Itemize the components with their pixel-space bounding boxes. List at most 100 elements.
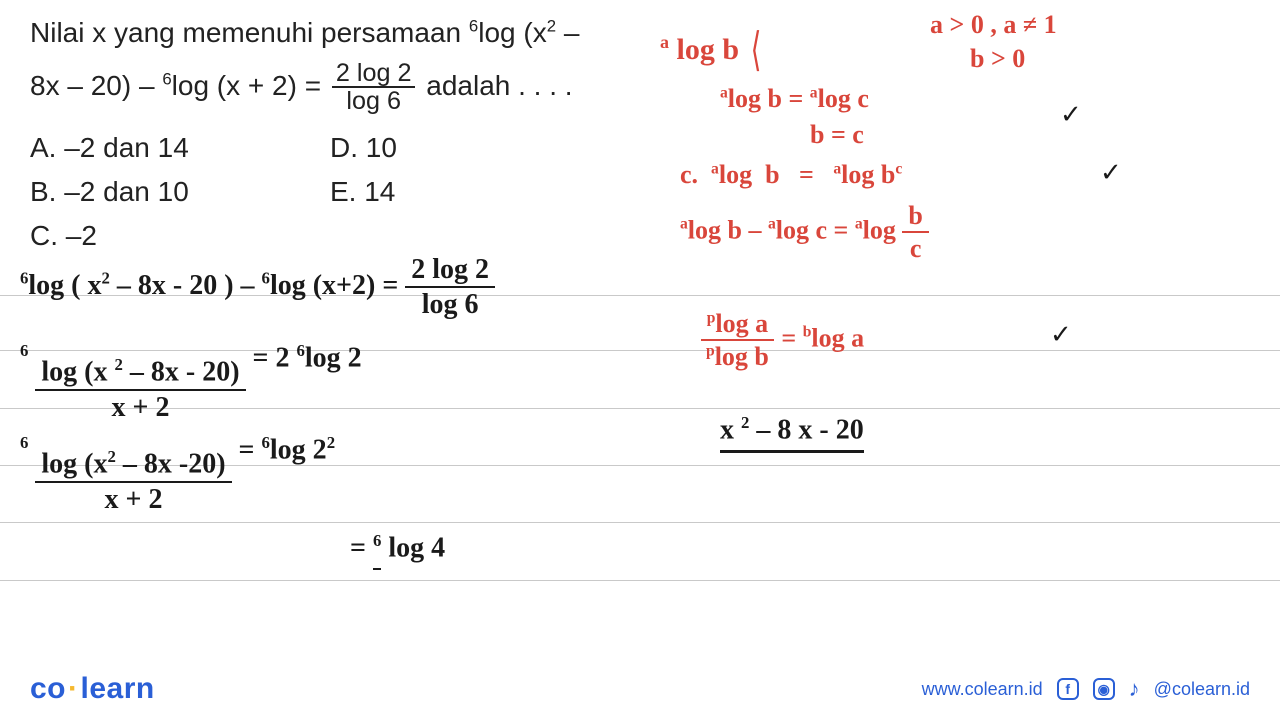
checkmark-icon: ✓ xyxy=(1050,320,1072,350)
question-line-2: 8x – 20) – 6log (x + 2) = 2 log 2 log 6 … xyxy=(30,60,670,115)
superscript-6: 6 xyxy=(297,341,305,360)
colearn-logo: co·learn xyxy=(30,672,155,706)
red-text: log c xyxy=(818,84,869,113)
question-text: adalah . . . . xyxy=(426,70,572,101)
superscript-2: 2 xyxy=(108,447,116,466)
fraction: 2 log 2 log 6 xyxy=(405,255,495,320)
checkmark-icon: ✓ xyxy=(1100,158,1122,188)
footer: co·learn www.colearn.id f ◉ ♪ @colearn.i… xyxy=(0,672,1280,706)
black-text: log 2 xyxy=(305,342,362,373)
fraction-numerator: plog a xyxy=(701,310,774,341)
superscript-a: a xyxy=(720,84,728,101)
tiktok-icon: ♪ xyxy=(1129,676,1140,702)
black-text: – 8x - 20 ) – xyxy=(110,270,262,301)
option-c: C. –2 xyxy=(30,214,97,257)
superscript-c: c xyxy=(895,160,902,177)
handwriting-black: 6log ( x2 – 8x - 20 ) – 6log (x+2) = 2 l… xyxy=(20,255,495,320)
fraction-numerator: log (x 2 – 8x - 20) xyxy=(35,356,245,391)
red-text: = xyxy=(781,323,802,352)
handwriting-black: x 2 – 8 x - 20 xyxy=(720,412,864,453)
angle-bracket-icon: ⟨ xyxy=(750,20,761,80)
question-text: – xyxy=(556,17,579,48)
superscript-6: 6 xyxy=(20,433,28,452)
black-text: log 4 xyxy=(381,532,445,563)
fraction: b c xyxy=(902,202,928,263)
option-a: A. –2 dan 14 xyxy=(30,126,189,169)
fraction-numerator: b xyxy=(902,202,928,233)
facebook-icon: f xyxy=(1057,678,1079,700)
fraction-denominator: x + 2 xyxy=(105,391,175,422)
superscript-6: 6 xyxy=(262,268,270,287)
fraction-denominator: x + 2 xyxy=(98,483,168,514)
question-text: 8x – 20) – xyxy=(30,70,162,101)
underlined-expression: x 2 – 8 x - 20 xyxy=(720,412,864,453)
superscript-a: a xyxy=(680,216,688,233)
handwriting-red: alog b = alog c xyxy=(720,82,869,116)
superscript-6: 6 xyxy=(162,70,171,89)
logo-dot-icon: · xyxy=(68,672,79,705)
superscript-6: 6 xyxy=(469,17,478,36)
superscript-p: p xyxy=(706,343,715,360)
fraction: log (x2 – 8x -20) x + 2 xyxy=(35,448,231,514)
ruled-line xyxy=(0,580,1280,581)
black-text: log (x xyxy=(41,448,107,479)
handwriting-black: = 6 log 4 xyxy=(350,530,445,570)
red-text: log xyxy=(863,215,903,244)
superscript-a: a xyxy=(833,160,841,177)
fraction-denominator: log 6 xyxy=(342,88,405,114)
red-text: log b = xyxy=(728,84,810,113)
handwriting-black: 6 log (x 2 – 8x - 20) x + 2 = 2 6log 2 xyxy=(20,340,362,422)
superscript-6: 6 xyxy=(262,433,270,452)
superscript-a: a xyxy=(660,32,669,52)
option-e: E. 14 xyxy=(330,170,395,213)
black-text: – 8 x - 20 xyxy=(749,414,863,445)
fraction-denominator: c xyxy=(904,233,928,262)
superscript-a: a xyxy=(768,216,776,233)
handwriting-red: c. alog b = alog bc xyxy=(680,158,902,192)
red-text: log c = xyxy=(776,215,855,244)
red-text: log a xyxy=(811,323,864,352)
handwriting-red: a > 0 , a ≠ 1 xyxy=(930,8,1057,42)
handwriting-red: a log b ⟨ xyxy=(660,14,764,74)
fraction-numerator: 2 log 2 xyxy=(405,255,495,288)
black-text: log ( x xyxy=(28,270,101,301)
question-text: log (x xyxy=(478,17,546,48)
handwriting-red: b > 0 xyxy=(970,42,1025,76)
superscript-2: 2 xyxy=(547,17,556,36)
black-text: = 2 xyxy=(253,342,297,373)
red-text: log b xyxy=(715,342,769,371)
superscript-a: a xyxy=(711,160,719,177)
footer-url: www.colearn.id xyxy=(922,679,1043,700)
handwriting-red: b = c xyxy=(810,118,864,152)
black-text: = xyxy=(350,532,373,563)
black-text: – 8x - 20) xyxy=(123,356,240,387)
black-text: log (x xyxy=(41,356,114,387)
red-text: log b xyxy=(677,33,740,66)
instagram-icon: ◉ xyxy=(1093,678,1115,700)
black-text: = xyxy=(239,434,262,465)
black-text: – 8x -20) xyxy=(116,448,226,479)
footer-handle: @colearn.id xyxy=(1154,679,1250,700)
superscript-2: 2 xyxy=(115,355,123,374)
handwriting-red: plog a plog b = blog a xyxy=(700,310,864,371)
handwriting-red: alog b – alog c = alog b c xyxy=(680,202,929,263)
option-d: D. 10 xyxy=(330,126,397,169)
red-text: log a xyxy=(715,309,768,338)
logo-co: co xyxy=(30,672,66,705)
ruled-line xyxy=(0,522,1280,523)
option-b: B. –2 dan 10 xyxy=(30,170,189,213)
superscript-2: 2 xyxy=(327,433,335,452)
question-text: log (x + 2) = xyxy=(172,70,329,101)
black-text: log 2 xyxy=(270,434,327,465)
fraction-denominator: plog b xyxy=(700,341,775,370)
fraction: plog a plog b xyxy=(700,310,775,371)
fraction: 2 log 2 log 6 xyxy=(332,60,416,115)
fraction-numerator: 2 log 2 xyxy=(332,60,416,88)
superscript-2: 2 xyxy=(102,268,110,287)
black-text: x xyxy=(720,414,741,445)
red-text: log b – xyxy=(688,215,768,244)
logo-learn: learn xyxy=(81,672,155,705)
question-text: Nilai x yang memenuhi persamaan xyxy=(30,17,469,48)
handwriting-black: 6 log (x2 – 8x -20) x + 2 = 6log 22 xyxy=(20,432,335,514)
fraction-numerator: log (x2 – 8x -20) xyxy=(35,448,231,483)
